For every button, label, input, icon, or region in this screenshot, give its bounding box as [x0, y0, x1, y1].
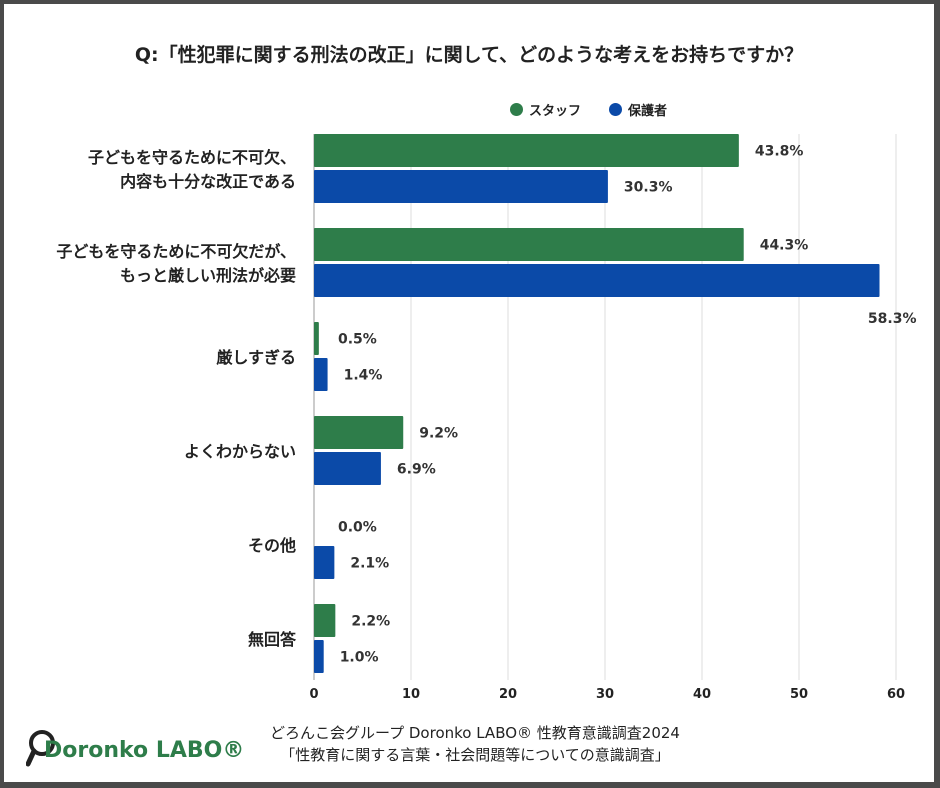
footer-line1: どろんこ会グループ Doronko LABO® 性教育意識調査2024 — [270, 724, 680, 742]
category-label-line: 子どもを守るために不可欠、 — [87, 148, 296, 167]
legend-label: スタッフ — [529, 104, 582, 119]
legend: スタッフ 保護者 — [510, 100, 667, 119]
category-label-line: その他 — [247, 536, 296, 555]
bar-parents — [314, 640, 324, 673]
category-label: 無回答 — [248, 628, 296, 652]
category-label-line: 子どもを守るために不可欠だが、 — [56, 242, 296, 261]
x-tick-label: 20 — [499, 687, 517, 702]
footer: どろんこ会グループ Doronko LABO® 性教育意識調査2024 「性教育… — [230, 722, 720, 766]
x-tick-label: 50 — [790, 687, 808, 702]
chart-card: Q:「性犯罪に関する刑法の改正」に関して、どのような考えをお持ちですか？ スタッ… — [4, 4, 934, 782]
bar-staff — [314, 134, 739, 167]
bar-staff — [314, 322, 319, 355]
x-tick-label: 60 — [887, 687, 905, 702]
category-label-line: もっと厳しい刑法が必要 — [119, 266, 296, 285]
legend-dot-icon — [609, 103, 623, 116]
magnifier-icon — [26, 730, 55, 767]
x-tick-label: 10 — [402, 687, 420, 702]
category-label: 子どもを守るために不可欠だが、もっと厳しい刑法が必要 — [56, 240, 296, 288]
category-label-line: 厳しすぎる — [216, 348, 296, 367]
data-label: 43.8% — [755, 144, 804, 160]
category-label: その他 — [248, 534, 296, 558]
data-label: 2.2% — [351, 614, 390, 630]
category-label: よくわからない — [184, 440, 296, 464]
data-label: 30.3% — [624, 180, 673, 196]
bar-parents — [314, 546, 335, 579]
legend-dot-icon — [510, 103, 523, 116]
category-label-line: 無回答 — [247, 630, 296, 649]
data-label: 1.0% — [340, 650, 379, 666]
data-label: 0.0% — [338, 520, 377, 536]
bar-staff — [314, 228, 744, 261]
bar-staff — [314, 416, 404, 449]
x-tick-label: 0 — [309, 687, 318, 702]
category-label-line: 内容も十分な改正である — [120, 172, 296, 191]
category-label: 子どもを守るために不可欠、内容も十分な改正である — [88, 146, 296, 194]
data-label: 1.4% — [344, 368, 383, 384]
doronko-labo-logo: Doronko LABO® — [26, 728, 244, 772]
legend-item-staff: スタッフ — [510, 100, 581, 119]
x-tick-label: 40 — [693, 687, 711, 702]
data-label: 44.3% — [760, 238, 809, 254]
category-label-line: よくわからない — [183, 442, 296, 461]
legend-label: 保護者 — [628, 104, 668, 119]
footer-line2: 「性教育に関する言葉・社会問題等についての意識調査」 — [280, 746, 670, 764]
data-label: 58.3% — [868, 311, 917, 327]
bar-chart: 0 10 20 30 40 50 60 43.8% 30.3% 44.3% 58.3% 0.5% 1.4… — [309, 134, 917, 702]
bar-parents — [314, 170, 608, 203]
logo-text: Doronko LABO® — [44, 738, 245, 763]
bar-parents — [314, 358, 328, 391]
data-label: 9.2% — [419, 426, 458, 442]
bar-staff — [314, 604, 336, 637]
legend-item-parents: 保護者 — [609, 100, 667, 119]
bar-parents — [314, 452, 381, 485]
data-label: 6.9% — [397, 462, 436, 478]
category-label: 厳しすぎる — [216, 346, 296, 370]
data-label: 2.1% — [350, 556, 389, 572]
data-label: 0.5% — [338, 332, 377, 348]
x-tick-label: 30 — [596, 687, 614, 702]
bar-parents — [314, 264, 880, 297]
chart-title: Q:「性犯罪に関する刑法の改正」に関して、どのような考えをお持ちですか？ — [134, 44, 804, 66]
